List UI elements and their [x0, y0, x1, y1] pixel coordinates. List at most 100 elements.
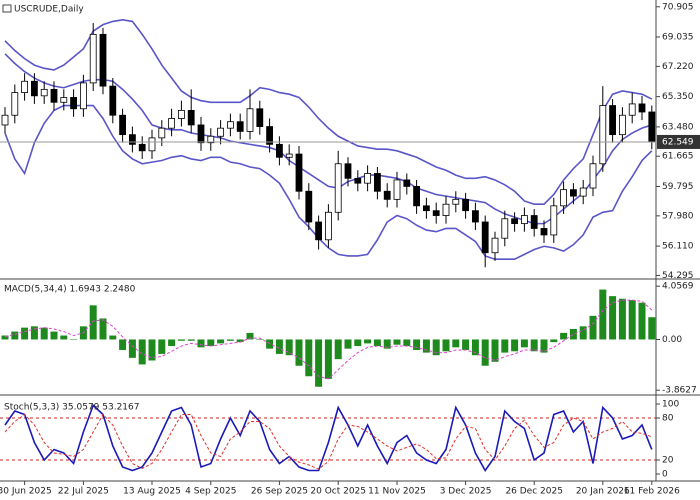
- candle-body: [305, 190, 313, 223]
- candle-body: [540, 228, 548, 236]
- candle-body: [246, 108, 254, 132]
- candle-body: [393, 179, 401, 200]
- histogram-bar: [256, 339, 264, 340]
- candle-body: [217, 127, 225, 137]
- candle-body: [579, 187, 587, 197]
- candle-body: [128, 134, 136, 145]
- histogram-bar: [648, 317, 656, 340]
- y-tick-label: 20: [662, 456, 674, 466]
- candle-body: [285, 153, 293, 158]
- histogram-bar: [109, 335, 117, 340]
- histogram-bar: [217, 339, 225, 344]
- histogram-bar: [246, 332, 254, 340]
- histogram-bar: [511, 339, 519, 352]
- candle-body: [432, 210, 440, 216]
- last-price-label: 62.549: [662, 137, 694, 147]
- candle-body: [119, 114, 126, 136]
- histogram-bar: [70, 339, 78, 340]
- histogram-bar: [501, 339, 509, 353]
- y-tick-label: 70.905: [662, 2, 694, 12]
- histogram-bar: [1, 335, 9, 340]
- histogram-bar: [324, 339, 332, 379]
- histogram-bar: [422, 339, 430, 353]
- candle-body: [354, 177, 362, 184]
- histogram-bar: [207, 339, 215, 347]
- histogram-bar: [471, 339, 479, 356]
- candle-body: [295, 153, 303, 192]
- candle-body: [403, 179, 411, 187]
- candle-body: [236, 121, 244, 132]
- histogram-bar: [599, 289, 607, 340]
- histogram-bar: [30, 326, 38, 340]
- candle-body: [158, 127, 166, 139]
- candle-body: [266, 126, 274, 145]
- histogram-bar: [550, 339, 558, 343]
- histogram-bar: [334, 339, 342, 360]
- candle-body: [619, 114, 626, 136]
- candle-body: [521, 215, 528, 225]
- histogram-bar: [491, 339, 499, 362]
- y-tick-label: 61.665: [662, 152, 694, 162]
- histogram-bar: [119, 339, 127, 350]
- y-tick-label: 4.0569: [662, 282, 694, 292]
- histogram-bar: [305, 339, 313, 377]
- candle-body: [226, 121, 234, 129]
- y-tick-label: 63.480: [662, 122, 694, 132]
- candle-body: [422, 205, 430, 212]
- histogram-bar: [60, 335, 68, 340]
- histogram-bar: [236, 339, 244, 343]
- histogram-bar: [393, 339, 401, 345]
- candle-body: [168, 118, 176, 129]
- x-tick-label: 22 Jul 2025: [58, 487, 109, 497]
- panel-title: MACD(5,34,4) 1.6943 2.2480: [4, 285, 136, 295]
- histogram-bar: [628, 300, 636, 340]
- x-tick-label: 11 Nov 2025: [368, 487, 426, 497]
- candle-body: [462, 198, 470, 212]
- candle-body: [109, 85, 117, 116]
- histogram-bar: [266, 339, 274, 349]
- candle-body: [40, 88, 48, 97]
- candle-body: [599, 105, 607, 165]
- candle-body: [80, 82, 87, 110]
- histogram-bar: [177, 339, 185, 341]
- candle-body: [452, 198, 460, 205]
- candle-body: [324, 211, 332, 241]
- indicator-line: [4, 299, 653, 380]
- histogram-bar: [295, 339, 303, 366]
- panel-title: USCRUDE,Daily: [14, 5, 84, 15]
- histogram-bar: [168, 339, 176, 347]
- x-tick-label: 26 Sep 2025: [251, 487, 308, 497]
- histogram-bar: [383, 339, 391, 349]
- indicator-line: [4, 413, 652, 470]
- histogram-bar: [530, 339, 538, 352]
- y-tick-label: 0: [662, 470, 668, 480]
- candle-body: [383, 190, 391, 200]
- candle-body: [315, 221, 323, 241]
- histogram-bar: [285, 339, 293, 356]
- candle-body: [481, 221, 489, 254]
- candle-body: [570, 189, 577, 197]
- histogram-bar: [579, 326, 587, 340]
- candle-body: [187, 109, 195, 126]
- histogram-bar: [138, 339, 146, 365]
- candle-body: [197, 124, 205, 144]
- candle-body: [275, 143, 283, 158]
- x-tick-label: 3 Dec 2025: [440, 487, 492, 497]
- indicator-line: [4, 403, 653, 473]
- candle-body: [501, 218, 509, 239]
- candle-body: [560, 189, 567, 207]
- candle-body: [89, 33, 97, 84]
- candle-body: [334, 163, 342, 213]
- candle-body: [373, 173, 381, 192]
- candle-body: [148, 137, 156, 152]
- histogram-bar: [569, 328, 577, 340]
- candle-body: [99, 33, 107, 87]
- y-tick-label: 0.00: [662, 335, 682, 345]
- histogram-bar: [187, 339, 195, 341]
- histogram-bar: [275, 339, 283, 354]
- histogram-bar: [226, 339, 234, 341]
- histogram-bar: [354, 339, 362, 347]
- candle-body: [530, 215, 538, 229]
